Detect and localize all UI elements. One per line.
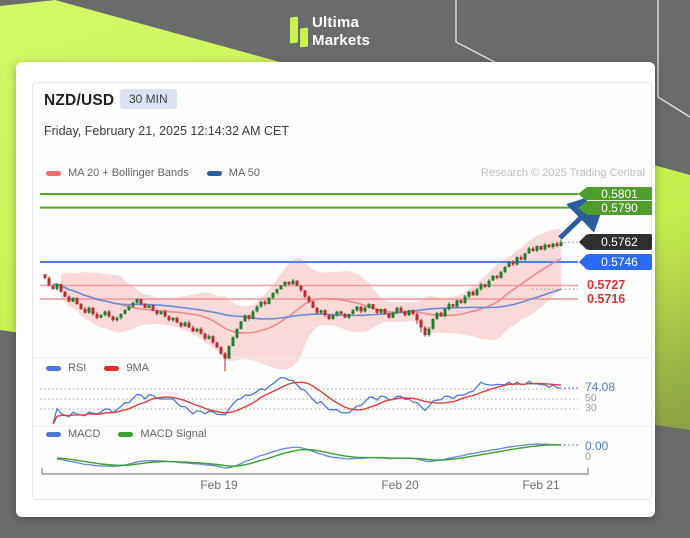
legend-macd: MACD MACD Signal: [46, 427, 206, 441]
x-axis-tick: Feb 19: [200, 478, 238, 492]
ma50-dash-icon: [206, 170, 222, 176]
macd-current-value: 0.00: [585, 439, 609, 453]
support-upper-label: 0.5727: [587, 278, 626, 292]
legend-item-rsi: RSI: [46, 362, 86, 374]
brand-line1: Ultima: [312, 14, 360, 31]
chart-frame: [32, 82, 652, 500]
resistance-lower-tag: 0.5790: [578, 201, 652, 215]
symbol-title: NZD/USD: [44, 92, 115, 109]
macd-zero-label: 0: [585, 451, 591, 463]
legend-item-macd: MACD: [46, 428, 100, 440]
macd-dash-icon: [46, 431, 61, 437]
legend-label: MA 50: [228, 167, 260, 179]
x-axis-tick: Feb 21: [522, 478, 560, 492]
9ma-dash-icon: [104, 365, 120, 371]
brand-name: Ultima Markets: [312, 14, 370, 50]
pivot-price-tag: 0.5746: [579, 254, 652, 270]
research-credit: Research © 2025 Trading Central: [480, 167, 645, 179]
legend-label: 9MA: [126, 362, 149, 374]
brand-logo: Ultima Markets: [286, 14, 370, 54]
legend-item-ma20: MA 20 + Bollinger Bands: [46, 167, 189, 179]
timestamp-label: Friday, February 21, 2025 12:14:32 AM CE…: [44, 124, 290, 138]
legend-label: MACD: [68, 428, 101, 440]
support-lower-label: 0.5716: [587, 292, 626, 306]
legend-item-macd-signal: MACD Signal: [118, 428, 206, 440]
ma20-dash-icon: [46, 170, 61, 176]
legend-label: MACD Signal: [140, 428, 207, 440]
legend-item-ma50: MA 50: [206, 167, 260, 179]
legend-item-9ma: 9MA: [104, 362, 149, 374]
timeframe-badge: 30 MIN: [120, 89, 177, 109]
chart-card: NZD/USD 30 MIN Friday, February 21, 2025…: [16, 62, 655, 517]
rsi-gridline-30-label: 30: [585, 402, 597, 414]
macd-signal-dash-icon: [118, 431, 134, 437]
legend-label: MA 20 + Bollinger Bands: [68, 167, 189, 179]
legend-rsi: RSI 9MA: [46, 361, 149, 375]
resistance-labels: 0.5801 0.5790: [578, 187, 652, 215]
legend-main: MA 20 + Bollinger Bands MA 50: [46, 166, 260, 180]
rsi-current-value: 74.08: [585, 380, 616, 394]
chart-canvas: [33, 190, 651, 475]
brand-line2: Markets: [312, 32, 371, 49]
last-price-tag: 0.5762: [579, 234, 652, 250]
x-axis-tick: Feb 20: [381, 478, 419, 492]
resistance-upper-tag: 0.5801: [578, 187, 652, 201]
rsi-dash-icon: [46, 365, 61, 371]
ultima-markets-logo-icon: [286, 14, 312, 54]
legend-label: RSI: [68, 362, 87, 374]
rsi-gridline-50-label: 50: [585, 392, 597, 404]
